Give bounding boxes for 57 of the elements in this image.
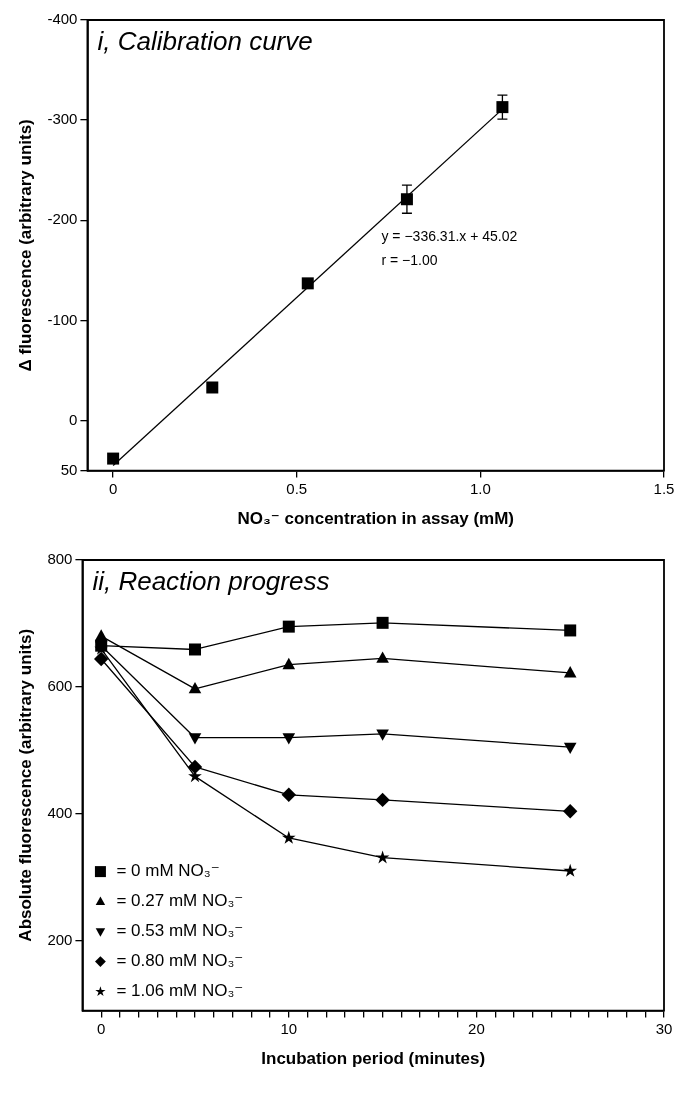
annotation: y = −336.31.x + 45.02	[381, 227, 518, 244]
point	[281, 787, 296, 803]
legend-label: = 0.80 mM NO₃⁻	[116, 951, 244, 971]
y-tick-label: 50	[60, 460, 78, 478]
legend-label: = 1.06 mM NO₃⁻	[116, 981, 244, 1001]
x-axis-title: NO₃⁻ concentration in assay (mM)	[237, 509, 515, 529]
y-axis-title: Δ fluorescence (arbitrary units)	[15, 119, 35, 372]
x-tick-label: 0	[97, 1019, 106, 1037]
point	[400, 193, 413, 206]
point	[563, 742, 577, 755]
y-tick-label: -200	[47, 210, 78, 228]
point	[376, 729, 389, 741]
point	[206, 381, 219, 394]
point	[375, 792, 390, 808]
point	[375, 850, 390, 864]
x-axis-title: Incubation period (minutes)	[261, 1049, 486, 1069]
point	[563, 804, 578, 819]
point	[563, 666, 577, 678]
x-tick-label: 10	[280, 1019, 298, 1037]
point	[188, 733, 202, 745]
point	[301, 277, 314, 290]
point	[563, 863, 578, 877]
point	[187, 759, 203, 775]
point	[93, 651, 109, 667]
point	[376, 651, 389, 663]
point	[496, 101, 509, 114]
y-tick-label: 800	[47, 550, 73, 568]
y-tick-label: 400	[47, 804, 73, 821]
point	[282, 657, 296, 670]
point	[94, 629, 108, 641]
y-tick-label: -400	[47, 10, 78, 28]
point	[376, 616, 389, 629]
x-tick-label: 1.5	[653, 479, 675, 497]
chart-title: ii, Reaction progress	[92, 566, 330, 597]
x-tick-label: 0	[108, 479, 118, 497]
chart-title: i, Calibration curve	[97, 26, 313, 57]
y-tick-label: 200	[47, 930, 73, 948]
x-tick-label: 1.0	[469, 479, 491, 497]
x-tick-label: 0.5	[286, 479, 308, 497]
y-tick-label: 0	[69, 410, 78, 428]
y-tick-label: -300	[47, 110, 78, 128]
legend-label: = 0 mM NO₃⁻	[116, 861, 220, 881]
x-tick-label: 30	[655, 1019, 673, 1037]
x-tick-label: 20	[468, 1019, 485, 1037]
point	[188, 643, 201, 656]
point	[282, 733, 296, 745]
annotation: r = −1.00	[381, 251, 438, 268]
legend-label: = 0.27 mM NO₃⁻	[116, 891, 244, 911]
point	[107, 452, 120, 465]
y-tick-label: -100	[47, 310, 78, 328]
point	[564, 624, 577, 637]
legend-label: = 0.53 mM NO₃⁻	[116, 921, 244, 941]
y-tick-label: 600	[47, 677, 73, 695]
point	[282, 620, 295, 633]
point	[281, 830, 296, 844]
point	[188, 681, 202, 694]
y-axis-title: Absolute fluorescence (arbitrary units)	[15, 628, 35, 942]
